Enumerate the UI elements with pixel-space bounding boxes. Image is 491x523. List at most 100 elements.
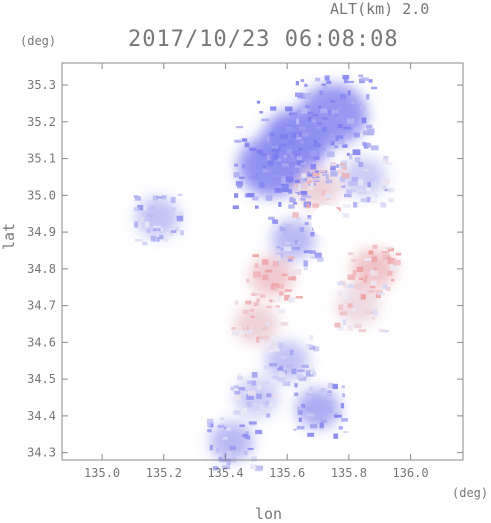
echo-cell [367,181,371,188]
echo-cell [382,284,388,290]
echo-cell [319,422,324,428]
echo-cell [342,167,348,171]
echo-cell [301,93,306,100]
echo-cell [279,365,284,371]
echo-cell [290,154,296,158]
echo-cell [289,349,294,356]
echo-cell [317,257,324,262]
echo-cell [255,411,262,415]
echo-cell [311,119,316,123]
echo-cell [279,284,285,289]
echo-cell [330,170,338,177]
echo-cell [362,141,366,146]
echo-cell [277,375,283,382]
echo-cell [220,417,224,420]
echo-cell [247,390,256,396]
echo-cell [247,447,254,450]
echo-cell [279,291,284,296]
echo-cell [337,281,344,286]
echo-cell [278,371,286,378]
echo-region [342,157,387,197]
echo-cell [306,171,311,175]
echo-cell [305,105,310,108]
echo-cell [370,145,379,151]
echo-cell [134,239,143,242]
echo-cell [303,250,311,254]
echo-cell [320,175,326,181]
echo-cell [255,302,260,305]
echo-cell [385,287,391,291]
echo-cell [300,178,306,184]
echo-cell [280,247,285,251]
echo-cell [327,382,334,389]
echo-cell [382,158,388,163]
echo-cell [333,414,342,418]
echo-cell [287,156,296,163]
echo-cell [313,143,321,148]
echo-cell [312,172,320,177]
echo-cell [368,263,373,270]
echo-cell [347,90,351,96]
echo-cell [315,128,319,132]
echo-cell [341,172,350,179]
echo-cell [283,154,288,159]
echo-cell [302,132,309,137]
echo-cell [217,424,225,428]
echo-cell [395,252,402,256]
echo-cell [315,77,321,82]
echo-cell [287,256,295,260]
echo-cell [245,431,249,434]
echo-cell [281,273,288,277]
echo-cell [347,252,354,255]
echo-cell [285,176,294,183]
echo-cell [150,235,157,242]
echo-cell [142,241,148,246]
echo-cell [342,319,347,326]
echo-cell [300,197,306,201]
echo-cell [381,251,389,254]
echo-cell [353,202,358,208]
echo-cell [332,383,338,390]
echo-cell [359,277,364,280]
echo-cell [270,284,276,291]
echo-cell [309,386,313,391]
echo-cell [262,274,269,281]
echo-cell [307,195,312,199]
echo-cell [295,92,304,97]
echo-cell [364,275,369,279]
echo-cell [369,178,376,181]
echo-cell [294,392,299,397]
echo-cell [283,246,292,252]
echo-cell [159,235,164,240]
echo-cell [234,300,239,305]
echo-cell [152,195,158,201]
echo-cell [288,276,295,281]
echo-cell [298,132,306,137]
echo-cell [371,86,378,90]
echo-cell [295,269,302,275]
echo-cell [288,270,296,277]
echo-cell [238,331,245,334]
echo-cell [293,202,298,205]
echo-cell [301,403,306,409]
echo-cell [288,204,295,209]
y-axis-unit: (deg) [20,34,57,48]
echo-cell [295,81,299,86]
echo-cell [276,246,281,249]
echo-cell [301,173,307,179]
echo-cell [161,195,167,200]
echo-cell [346,152,350,156]
echo-cell [312,203,319,208]
echo-cell [287,148,292,155]
echo-cell [134,221,138,228]
echo-cell [244,435,250,440]
echo-cell [251,456,257,462]
echo-cell [155,227,159,231]
echo-cell [243,334,252,338]
echo-cell [310,255,316,259]
echo-cell [339,168,343,172]
echo-cell [296,217,301,221]
echo-cell [351,259,357,263]
echo-cell [324,75,330,81]
echo-cell [144,221,150,228]
